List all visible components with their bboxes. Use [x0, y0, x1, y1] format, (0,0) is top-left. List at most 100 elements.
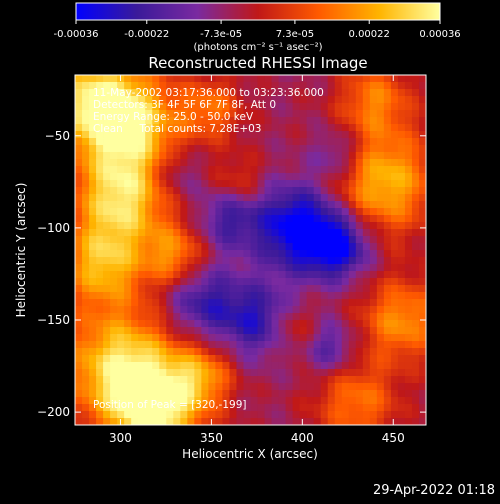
heatmap-cell	[397, 292, 406, 300]
heatmap-cell	[236, 159, 244, 167]
heatmap-cell	[145, 215, 153, 223]
heatmap-cell	[411, 152, 420, 160]
heatmap-cell	[397, 236, 406, 244]
heatmap-cell	[369, 173, 378, 181]
heatmap-cell	[131, 327, 139, 335]
heatmap-cell	[208, 327, 216, 335]
heatmap-cell	[166, 341, 174, 349]
heatmap-cell	[250, 229, 258, 237]
heatmap-cell	[159, 397, 167, 405]
heatmap-cell	[257, 334, 265, 342]
heatmap-cell	[306, 166, 315, 174]
heatmap-cell	[110, 390, 118, 398]
heatmap-cell	[411, 306, 420, 314]
heatmap-cell	[222, 334, 230, 342]
heatmap-cell	[299, 383, 308, 391]
heatmap-cell	[229, 117, 237, 125]
heatmap-cell	[89, 180, 97, 188]
heatmap-cell	[404, 334, 413, 342]
heatmap-cell	[292, 96, 301, 104]
heatmap-cell	[215, 138, 223, 146]
heatmap-cell	[383, 285, 392, 293]
heatmap-cell	[418, 82, 427, 90]
heatmap-cell	[334, 257, 343, 265]
heatmap-cell	[187, 117, 195, 125]
heatmap-cell	[75, 362, 83, 370]
heatmap-cell	[131, 404, 139, 412]
heatmap-cell	[75, 75, 83, 83]
heatmap-cell	[180, 180, 188, 188]
heatmap-cell	[117, 299, 125, 307]
heatmap-cell	[411, 348, 420, 356]
heatmap-cell	[362, 173, 371, 181]
heatmap-cell	[285, 383, 294, 391]
heatmap-cell	[418, 271, 427, 279]
heatmap-cell	[264, 334, 272, 342]
heatmap-cell	[355, 236, 364, 244]
heatmap-cell	[145, 201, 153, 209]
heatmap-cell	[390, 362, 399, 370]
heatmap-cell	[264, 208, 272, 216]
heatmap-cell	[257, 306, 265, 314]
annotation-line-energy: Energy Range: 25.0 - 50.0 keV	[93, 111, 254, 123]
heatmap-cell	[278, 215, 286, 223]
heatmap-cell	[341, 285, 350, 293]
heatmap-cell	[376, 124, 385, 132]
heatmap-cell	[208, 131, 216, 139]
heatmap-cell	[208, 138, 216, 146]
heatmap-cell	[82, 222, 90, 230]
heatmap-cell	[348, 222, 357, 230]
heatmap-cell	[299, 404, 308, 412]
heatmap-cell	[299, 222, 308, 230]
heatmap-cell	[236, 89, 244, 97]
heatmap-cell	[131, 166, 139, 174]
heatmap-cell	[208, 152, 216, 160]
heatmap-cell	[278, 355, 286, 363]
heatmap-cell	[96, 278, 104, 286]
heatmap-cell	[348, 243, 357, 251]
heatmap-cell	[271, 117, 279, 125]
heatmap-cell	[110, 320, 118, 328]
heatmap-cell	[222, 264, 230, 272]
heatmap-cell	[341, 404, 350, 412]
heatmap-cell	[110, 299, 118, 307]
heatmap-cell	[264, 243, 272, 251]
colorbar-tick-label: -0.00036	[54, 29, 99, 40]
heatmap-cell	[313, 194, 322, 202]
heatmap-cell	[103, 222, 111, 230]
heatmap-cell	[173, 236, 181, 244]
heatmap-cell	[75, 117, 83, 125]
heatmap-cell	[264, 96, 272, 104]
heatmap-cell	[138, 285, 146, 293]
heatmap-cell	[285, 103, 294, 111]
heatmap-cell	[257, 299, 265, 307]
heatmap-cell	[173, 145, 181, 153]
heatmap-cell	[75, 110, 83, 118]
heatmap-cell	[75, 313, 83, 321]
heatmap-cell	[124, 187, 132, 195]
heatmap-cell	[390, 348, 399, 356]
heatmap-cell	[250, 341, 258, 349]
heatmap-cell	[180, 285, 188, 293]
heatmap-cell	[89, 369, 97, 377]
heatmap-cell	[306, 369, 315, 377]
heatmap-cell	[138, 110, 146, 118]
heatmap-cell	[75, 152, 83, 160]
heatmap-cell	[369, 306, 378, 314]
y-tick-label: −50	[45, 129, 70, 143]
heatmap-cell	[348, 208, 357, 216]
heatmap-cell	[271, 229, 279, 237]
heatmap-cell	[376, 82, 385, 90]
heatmap-cell	[250, 138, 258, 146]
heatmap-cell	[180, 222, 188, 230]
heatmap-cell	[145, 418, 153, 426]
heatmap-cell	[117, 397, 125, 405]
heatmap-cell	[222, 201, 230, 209]
heatmap-cell	[264, 285, 272, 293]
heatmap-cell	[187, 229, 195, 237]
heatmap-cell	[103, 75, 111, 83]
heatmap-cell	[103, 215, 111, 223]
heatmap-cell	[117, 313, 125, 321]
heatmap-cell	[152, 271, 160, 279]
heatmap-cell	[355, 404, 364, 412]
